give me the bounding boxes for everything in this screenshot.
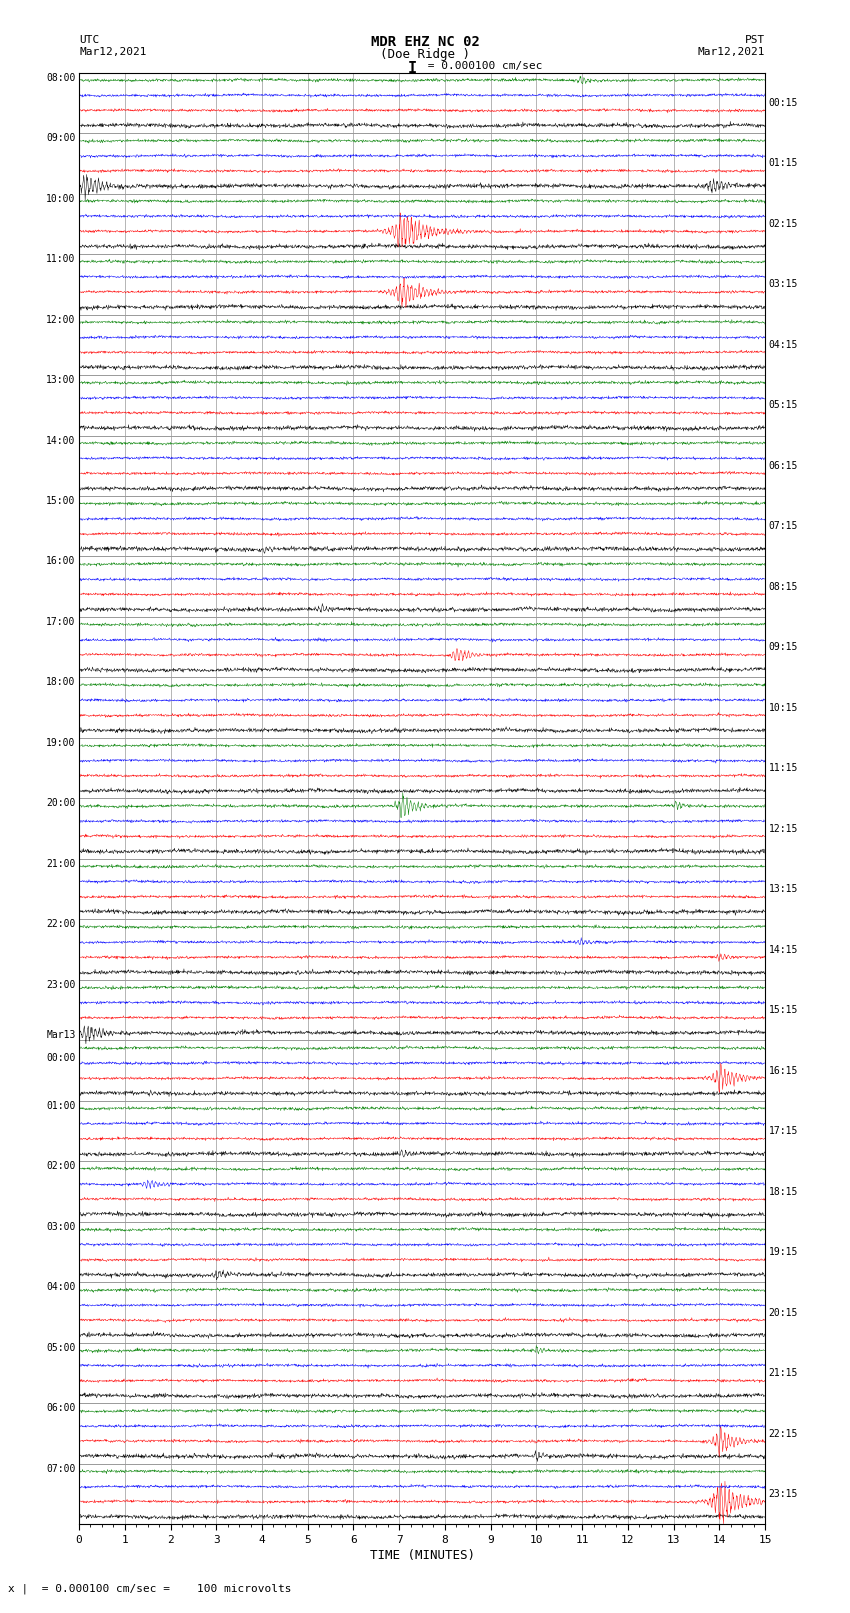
Text: Mar13: Mar13: [46, 1031, 76, 1040]
Text: 02:00: 02:00: [46, 1161, 76, 1171]
Text: 19:15: 19:15: [768, 1247, 798, 1257]
Text: 11:00: 11:00: [46, 255, 76, 265]
Text: 17:15: 17:15: [768, 1126, 798, 1136]
Text: 05:15: 05:15: [768, 400, 798, 410]
Text: 05:00: 05:00: [46, 1342, 76, 1353]
Text: 17:00: 17:00: [46, 618, 76, 627]
Text: 23:00: 23:00: [46, 981, 76, 990]
Text: 10:15: 10:15: [768, 703, 798, 713]
Text: 23:15: 23:15: [768, 1489, 798, 1498]
Text: 19:00: 19:00: [46, 739, 76, 748]
Text: 09:00: 09:00: [46, 134, 76, 144]
Text: 00:00: 00:00: [46, 1053, 76, 1063]
Text: 22:15: 22:15: [768, 1429, 798, 1439]
Text: 04:15: 04:15: [768, 340, 798, 350]
Text: 15:00: 15:00: [46, 497, 76, 506]
Text: 03:15: 03:15: [768, 279, 798, 289]
Text: 06:15: 06:15: [768, 461, 798, 471]
Text: 11:15: 11:15: [768, 763, 798, 773]
Text: PST
Mar12,2021: PST Mar12,2021: [698, 35, 765, 56]
Text: 16:15: 16:15: [768, 1066, 798, 1076]
Text: 00:15: 00:15: [768, 98, 798, 108]
Text: 10:00: 10:00: [46, 194, 76, 203]
Text: 06:00: 06:00: [46, 1403, 76, 1413]
Text: 21:15: 21:15: [768, 1368, 798, 1378]
Text: (Doe Ridge ): (Doe Ridge ): [380, 48, 470, 61]
Text: 02:15: 02:15: [768, 219, 798, 229]
Text: 13:15: 13:15: [768, 884, 798, 894]
Text: 13:00: 13:00: [46, 376, 76, 386]
Text: 01:00: 01:00: [46, 1100, 76, 1111]
Text: 14:00: 14:00: [46, 436, 76, 445]
Text: = 0.000100 cm/sec: = 0.000100 cm/sec: [421, 61, 542, 71]
Text: MDR EHZ NC 02: MDR EHZ NC 02: [371, 35, 479, 50]
Text: 15:15: 15:15: [768, 1005, 798, 1015]
Text: 07:15: 07:15: [768, 521, 798, 531]
Text: x |  = 0.000100 cm/sec =    100 microvolts: x | = 0.000100 cm/sec = 100 microvolts: [8, 1582, 292, 1594]
Text: 08:00: 08:00: [46, 73, 76, 82]
Text: 14:15: 14:15: [768, 945, 798, 955]
Text: I: I: [407, 61, 416, 76]
Text: 16:00: 16:00: [46, 556, 76, 566]
Text: 21:00: 21:00: [46, 860, 76, 869]
Text: 22:00: 22:00: [46, 919, 76, 929]
X-axis label: TIME (MINUTES): TIME (MINUTES): [370, 1548, 474, 1561]
Text: 07:00: 07:00: [46, 1465, 76, 1474]
Text: 20:00: 20:00: [46, 798, 76, 808]
Text: 09:15: 09:15: [768, 642, 798, 652]
Text: 01:15: 01:15: [768, 158, 798, 168]
Text: 20:15: 20:15: [768, 1308, 798, 1318]
Text: 08:15: 08:15: [768, 582, 798, 592]
Text: 18:15: 18:15: [768, 1187, 798, 1197]
Text: UTC
Mar12,2021: UTC Mar12,2021: [79, 35, 146, 56]
Text: 12:00: 12:00: [46, 315, 76, 324]
Text: 03:00: 03:00: [46, 1223, 76, 1232]
Text: 12:15: 12:15: [768, 824, 798, 834]
Text: 04:00: 04:00: [46, 1282, 76, 1292]
Text: 18:00: 18:00: [46, 677, 76, 687]
